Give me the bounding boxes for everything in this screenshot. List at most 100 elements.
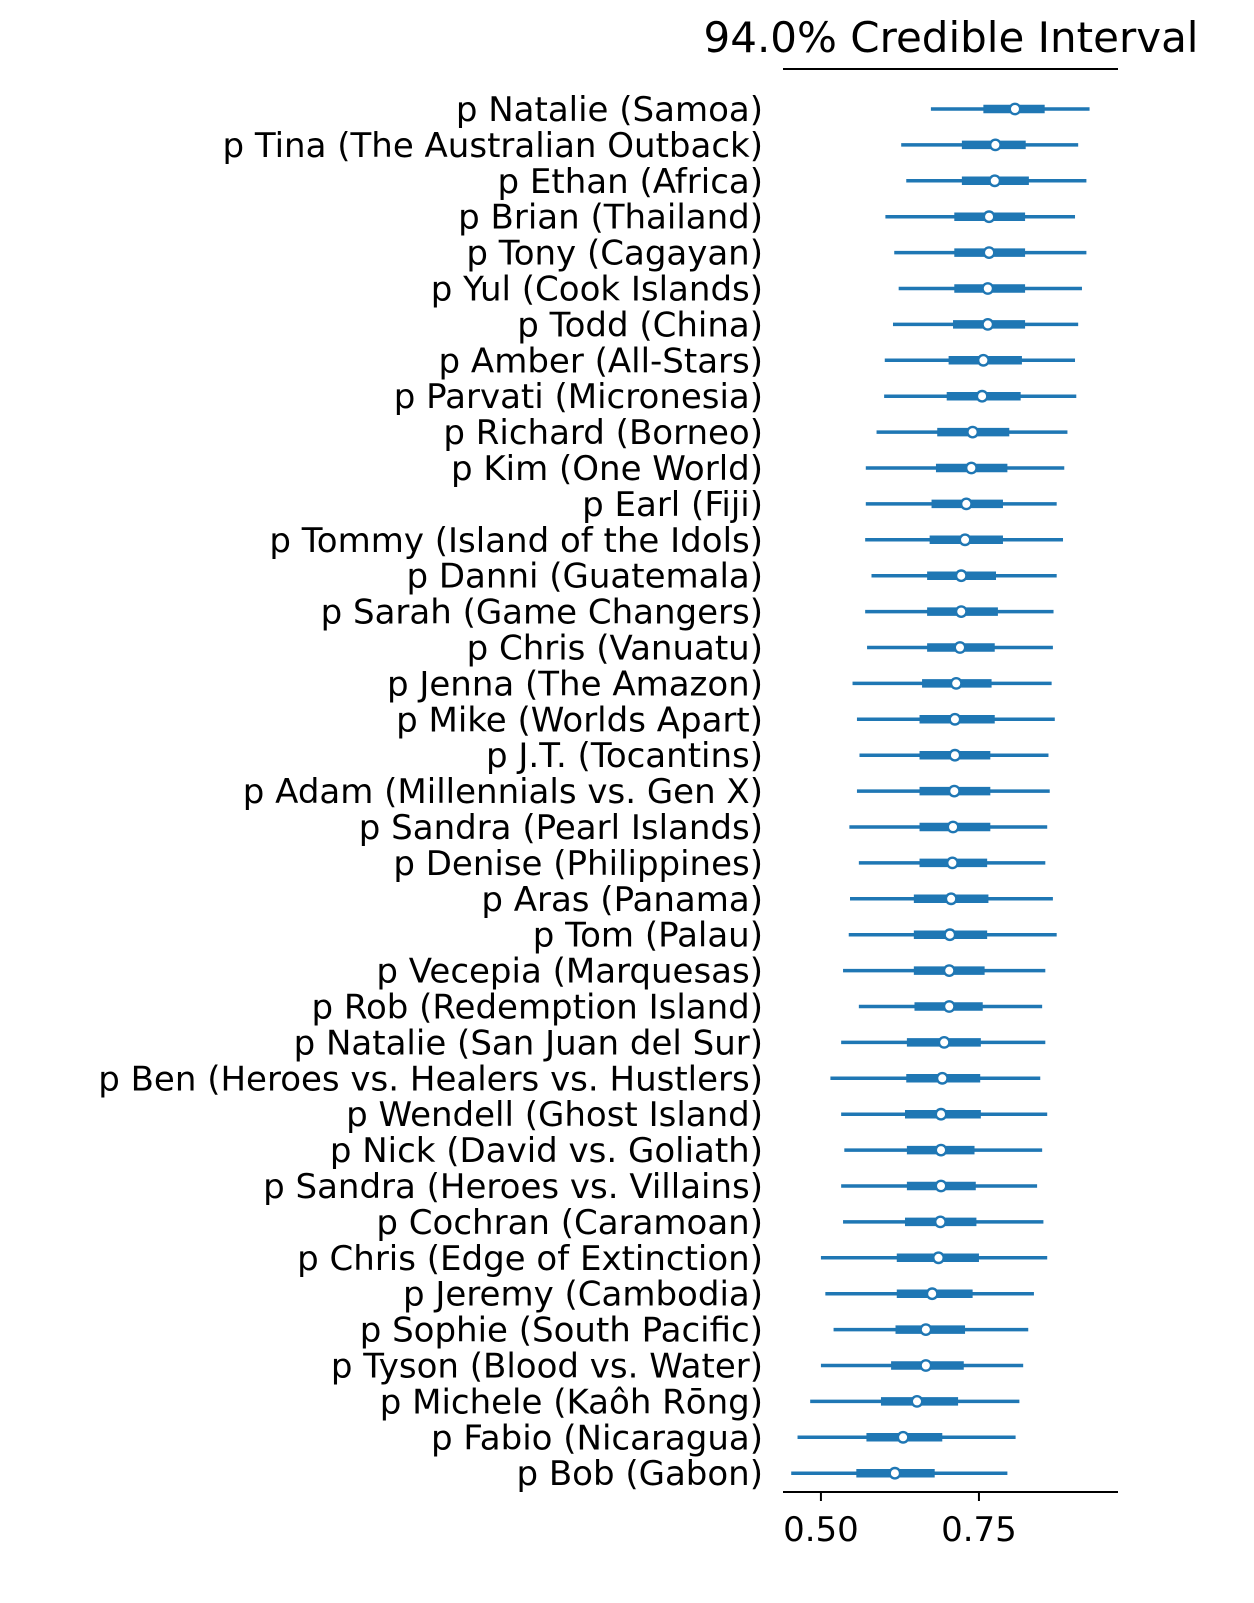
median-point	[942, 964, 956, 977]
interval-row: p Sandra (Pearl Islands)	[359, 808, 1048, 848]
interval-row: p Todd (China)	[517, 305, 1079, 345]
category-label: p Denise (Philippines)	[393, 844, 763, 884]
median-point	[934, 1179, 948, 1193]
interval-row: p Brian (Thailand)	[458, 198, 1076, 238]
interval-row: p Kim (One World)	[451, 449, 1065, 489]
median-point	[964, 461, 978, 475]
median-point	[981, 282, 995, 295]
category-label: p Ethan (Africa)	[498, 162, 763, 202]
category-label: p Nick (David vs. Goliath)	[330, 1131, 763, 1171]
category-label: p Mike (Worlds Apart)	[396, 700, 763, 740]
interval-row: p Wendell (Ghost Island)	[346, 1095, 1048, 1135]
interval-row: p Mike (Worlds Apart)	[396, 700, 1055, 740]
category-label: p Tyson (Blood vs. Water)	[331, 1347, 763, 1387]
interval-row: p Aras (Panama)	[481, 880, 1053, 920]
median-point	[976, 353, 990, 367]
category-label: p Tina (The Australian Outback)	[222, 126, 763, 166]
category-label: p Tommy (Island of the Idols)	[269, 521, 763, 561]
category-label: p Sandra (Pearl Islands)	[359, 808, 763, 848]
category-label: p Richard (Borneo)	[443, 413, 763, 453]
median-point	[947, 784, 961, 798]
interval-row: p Sophie (South Pacific)	[360, 1311, 1029, 1351]
median-point	[943, 928, 957, 942]
interval-row: p Amber (All-Stars)	[439, 341, 1076, 381]
median-point	[910, 1395, 924, 1408]
median-point	[948, 712, 962, 726]
category-label: p Cochran (Caramoan)	[376, 1203, 763, 1243]
category-label: p Danni (Guatemala)	[406, 557, 763, 597]
x-tick-label: 0.50	[783, 1510, 859, 1550]
interval-row: p Danni (Guatemala)	[406, 557, 1057, 597]
median-point	[932, 1251, 945, 1265]
category-label: p Bob (Gabon)	[516, 1454, 763, 1494]
median-point	[945, 856, 959, 870]
interval-row: p Chris (Edge of Extinction)	[297, 1239, 1048, 1279]
interval-row: p Tony (Cagayan)	[466, 234, 1087, 274]
median-point	[988, 174, 1002, 188]
interval-row: p Jeremy (Cambodia)	[403, 1275, 1034, 1315]
interval-row: p Tina (The Australian Outback)	[222, 126, 1079, 166]
category-label: p Jenna (The Amazon)	[387, 664, 763, 704]
interval-row: p Ben (Heroes vs. Healers vs. Hustlers)	[98, 1059, 1041, 1099]
category-label: p Ben (Heroes vs. Healers vs. Hustlers)	[98, 1059, 763, 1099]
median-point	[975, 389, 989, 403]
category-label: p Earl (Fiji)	[582, 485, 763, 525]
median-point	[981, 317, 995, 331]
median-point	[937, 1036, 951, 1049]
category-label: p Jeremy (Cambodia)	[403, 1275, 763, 1315]
median-point	[953, 641, 967, 654]
median-point	[933, 1215, 947, 1229]
interval-row: p Earl (Fiji)	[582, 485, 1057, 525]
category-label: p J.T. (Tocantins)	[486, 736, 763, 776]
interval-row: p Tyson (Blood vs. Water)	[331, 1347, 1024, 1387]
median-point	[954, 605, 968, 618]
interval-row: p Sarah (Game Changers)	[321, 593, 1054, 633]
category-label: p Yul (Cook Islands)	[431, 270, 763, 310]
chart-title: 94.0% Credible Interval	[704, 13, 1199, 62]
median-point	[934, 1107, 948, 1121]
category-label: p Chris (Edge of Extinction)	[297, 1239, 763, 1279]
interval-row: p Parvati (Micronesia)	[394, 377, 1077, 417]
category-label: p Brian (Thailand)	[458, 198, 763, 238]
interval-row: p Denise (Philippines)	[393, 844, 1046, 884]
median-point	[888, 1466, 902, 1480]
median-point	[934, 1143, 948, 1157]
interval-row: p Fabio (Nicaragua)	[431, 1418, 1016, 1458]
interval-row: p Rob (Redemption Island)	[311, 988, 1043, 1028]
category-label: p Todd (China)	[517, 305, 763, 345]
median-point	[948, 748, 962, 762]
median-point	[966, 425, 980, 439]
interval-rows: p Natalie (Samoa)p Tina (The Australian …	[98, 90, 1090, 1494]
x-tick-label: 0.75	[941, 1510, 1017, 1550]
category-label: p Vecepia (Marquesas)	[376, 952, 763, 992]
x-axis-ticks: 0.50 0.75	[783, 1492, 1017, 1550]
interval-row: p Sandra (Heroes vs. Villains)	[263, 1167, 1038, 1207]
category-label: p Michele (Kaôh Rōng)	[380, 1382, 763, 1422]
category-label: p Wendell (Ghost Island)	[346, 1095, 763, 1135]
interval-row: p Natalie (Samoa)	[456, 90, 1090, 130]
category-label: p Amber (All-Stars)	[439, 341, 763, 381]
median-point	[942, 1000, 956, 1013]
category-label: p Tony (Cagayan)	[466, 234, 763, 274]
median-point	[925, 1287, 939, 1301]
interval-row: p Yul (Cook Islands)	[431, 270, 1082, 310]
category-label: p Tom (Palau)	[533, 916, 763, 956]
interval-row: p Nick (David vs. Goliath)	[330, 1131, 1043, 1171]
median-point	[959, 497, 973, 511]
interval-row: p Ethan (Africa)	[498, 162, 1087, 202]
interval-row: p Tom (Palau)	[533, 916, 1057, 956]
interval-row: p Adam (Millennials vs. Gen X)	[243, 772, 1050, 812]
interval-row: p Tommy (Island of the Idols)	[269, 521, 1064, 561]
median-point	[896, 1430, 910, 1444]
median-point	[982, 246, 996, 260]
median-point	[982, 210, 996, 224]
category-label: p Rob (Redemption Island)	[311, 988, 763, 1028]
median-point	[988, 138, 1002, 152]
interval-row: p J.T. (Tocantins)	[486, 736, 1049, 776]
interval-row: p Michele (Kaôh Rōng)	[380, 1382, 1020, 1422]
category-label: p Kim (One World)	[451, 449, 763, 489]
interval-row: p Jenna (The Amazon)	[387, 664, 1052, 704]
interval-row: p Natalie (San Juan del Sur)	[294, 1023, 1046, 1063]
